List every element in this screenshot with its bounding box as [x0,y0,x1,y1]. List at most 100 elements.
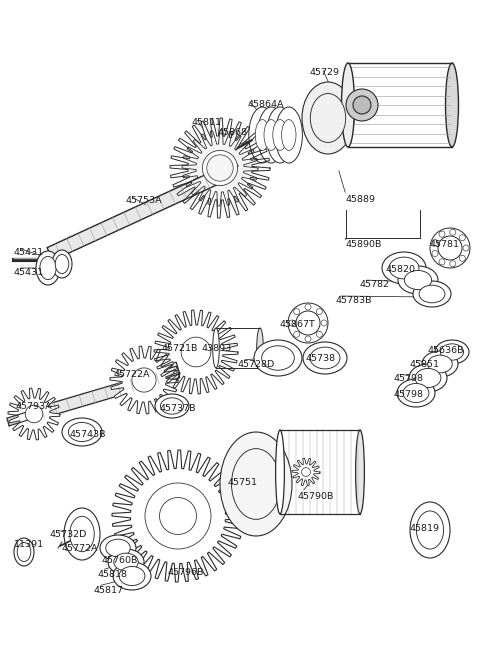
Text: 45721B: 45721B [162,344,198,353]
Ellipse shape [415,369,441,388]
Text: 45793A: 45793A [16,402,53,411]
Ellipse shape [70,516,94,552]
Polygon shape [20,366,180,424]
Circle shape [132,368,156,392]
Ellipse shape [276,430,284,514]
Ellipse shape [14,538,34,566]
Ellipse shape [108,549,144,575]
Text: 45782: 45782 [360,280,390,289]
Ellipse shape [404,271,432,290]
Circle shape [294,309,300,314]
Text: 45737B: 45737B [160,404,196,413]
Ellipse shape [266,107,294,163]
Ellipse shape [302,82,354,154]
Text: 45811: 45811 [192,118,222,127]
Ellipse shape [264,120,278,151]
Circle shape [288,303,328,343]
Ellipse shape [310,94,346,143]
Circle shape [316,309,323,314]
Text: 45796B: 45796B [168,568,204,577]
Circle shape [438,236,462,260]
Text: 45867T: 45867T [280,320,316,329]
Text: 45819: 45819 [410,524,440,533]
Ellipse shape [254,340,302,376]
Ellipse shape [257,328,264,368]
Circle shape [289,320,295,326]
Circle shape [321,320,327,326]
Ellipse shape [303,342,347,374]
Ellipse shape [398,266,438,294]
Ellipse shape [231,449,280,519]
Circle shape [25,405,43,422]
Polygon shape [110,346,178,414]
Ellipse shape [403,383,429,403]
Circle shape [298,464,314,480]
Circle shape [463,245,469,251]
Text: 45851: 45851 [410,360,440,369]
Ellipse shape [356,430,364,514]
Text: 45890B: 45890B [346,240,383,249]
Text: 45864A: 45864A [248,100,285,109]
Ellipse shape [17,542,31,561]
Circle shape [439,231,445,237]
Ellipse shape [52,250,72,278]
Ellipse shape [155,394,189,418]
Ellipse shape [160,398,183,414]
Ellipse shape [114,553,138,571]
Ellipse shape [255,120,270,151]
Polygon shape [112,450,244,582]
Circle shape [432,250,438,257]
Polygon shape [292,458,320,486]
Text: 45760B: 45760B [102,556,138,565]
Ellipse shape [282,120,296,151]
Polygon shape [47,172,218,260]
Text: 45751: 45751 [228,478,258,487]
Circle shape [430,228,470,268]
Circle shape [207,155,233,181]
Circle shape [459,234,465,241]
Polygon shape [150,362,180,382]
Polygon shape [154,310,238,394]
Ellipse shape [220,432,292,536]
Circle shape [432,240,438,246]
Ellipse shape [100,535,136,561]
Text: 45729: 45729 [310,68,340,77]
Polygon shape [182,130,258,206]
Text: 45798: 45798 [393,390,423,399]
Ellipse shape [36,251,60,285]
Text: 45431: 45431 [14,248,44,257]
Polygon shape [7,410,35,426]
Circle shape [459,255,465,261]
Ellipse shape [419,285,445,303]
Ellipse shape [422,351,458,377]
Ellipse shape [62,418,102,446]
Circle shape [131,468,226,563]
Ellipse shape [55,255,69,274]
Text: 45790B: 45790B [298,492,335,501]
Text: 45798: 45798 [393,374,423,383]
Circle shape [152,490,204,542]
Text: 11391: 11391 [14,540,44,549]
Ellipse shape [275,107,302,163]
Ellipse shape [273,120,287,151]
Ellipse shape [397,379,435,407]
Text: 45738: 45738 [306,354,336,363]
Ellipse shape [249,107,276,163]
Polygon shape [8,388,60,440]
Ellipse shape [341,63,355,147]
Ellipse shape [382,252,426,284]
Ellipse shape [262,346,294,370]
Circle shape [196,144,244,192]
Text: 45772A: 45772A [62,544,98,553]
Circle shape [346,89,378,121]
Circle shape [188,136,252,200]
Ellipse shape [445,63,458,147]
Ellipse shape [64,508,100,560]
Ellipse shape [389,257,419,279]
Circle shape [450,229,456,235]
Ellipse shape [113,562,151,590]
Circle shape [439,259,445,265]
Text: 45818: 45818 [98,570,128,579]
Text: 45781: 45781 [430,240,460,249]
Ellipse shape [428,355,452,373]
